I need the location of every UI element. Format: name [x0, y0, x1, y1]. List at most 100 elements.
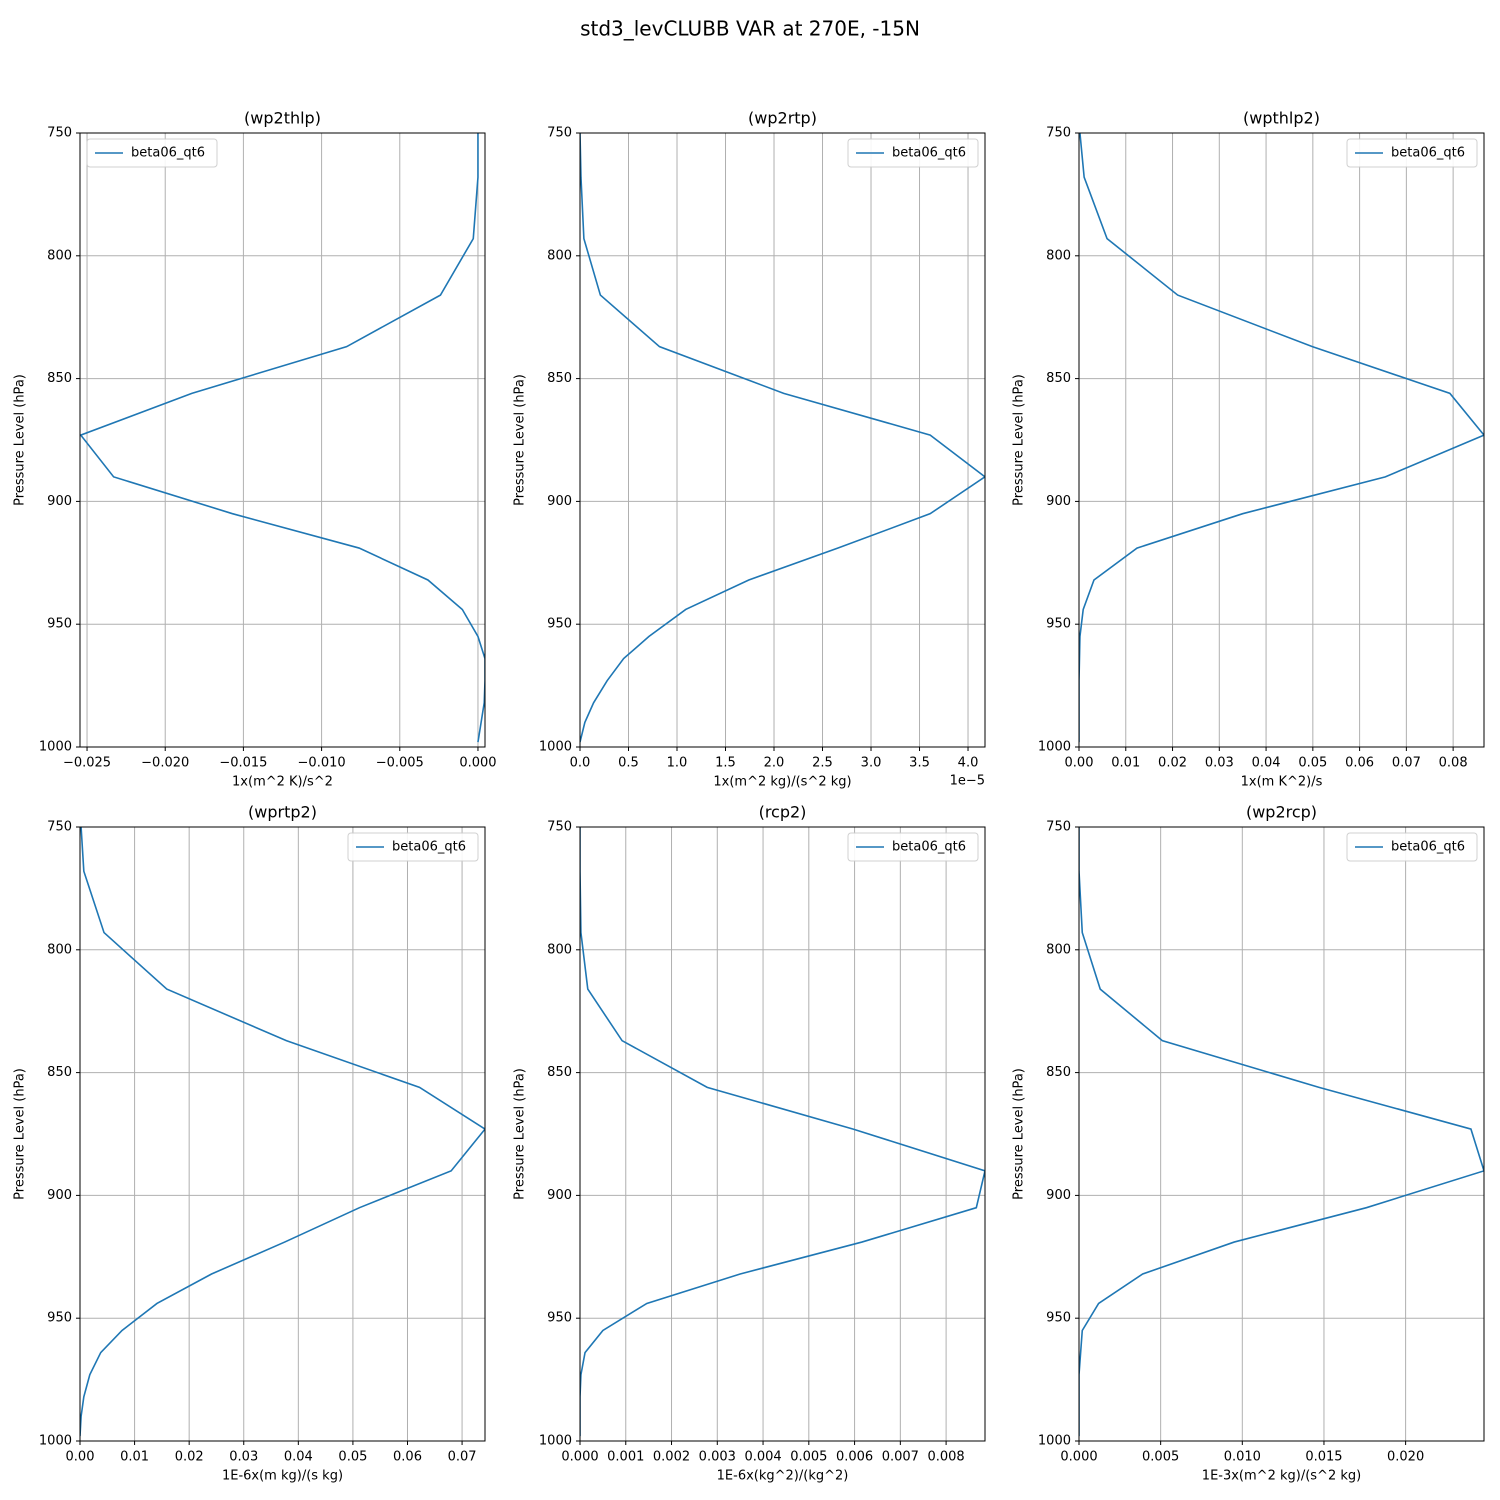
x-tick-label: 0.000 — [459, 756, 496, 771]
x-tick-label: 0.04 — [1252, 756, 1281, 771]
y-tick-label: 950 — [47, 617, 72, 632]
x-tick-label: 0.07 — [1392, 756, 1421, 771]
subplot-title: (rcp2) — [759, 803, 807, 822]
y-tick-label: 900 — [547, 494, 572, 509]
legend-label: beta06_qt6 — [892, 146, 966, 161]
y-tick-label: 750 — [547, 820, 572, 835]
y-axis-label: Pressure Level (hPa) — [513, 1068, 528, 1200]
x-tick-label: 0.003 — [699, 1450, 736, 1465]
y-tick-label: 750 — [1046, 820, 1071, 835]
x-tick-label: 3.0 — [861, 756, 882, 771]
y-tick-label: 950 — [1046, 1311, 1071, 1326]
subplot-title: (wprtp2) — [248, 803, 317, 822]
x-axis-label: 1x(m K^2)/s — [1241, 775, 1323, 790]
y-tick-label: 1000 — [39, 1434, 72, 1449]
x-tick-label: 0.005 — [1142, 1450, 1179, 1465]
x-tick-label: 0.04 — [284, 1450, 313, 1465]
subplot: 0.000 0.001 0.002 0.003 0.004 0.005 0.006 0.007… — [513, 803, 986, 1484]
y-axis-label: Pressure Level (hPa) — [513, 374, 528, 506]
x-axis-label: 1E-3x(m^2 kg)/(s^2 kg) — [1202, 1469, 1361, 1484]
y-tick-label: 800 — [547, 248, 572, 263]
y-tick-label: 950 — [1046, 617, 1071, 632]
x-tick-label: 0.03 — [1205, 756, 1234, 771]
x-tick-label: 0.00 — [66, 1450, 95, 1465]
y-tick-label: 1000 — [539, 1434, 572, 1449]
y-tick-label: 950 — [47, 1311, 72, 1326]
x-tick-label: 0.010 — [1224, 1450, 1261, 1465]
x-tick-label: 2.5 — [812, 756, 833, 771]
subplot: 0.000 0.005 0.010 0.015 0.020 750 800 850 900 950… — [1012, 803, 1485, 1484]
subplot-title: (wpthlp2) — [1243, 109, 1320, 128]
subplot: 0.0 0.5 1.0 1.5 2.0 2.5 3.0 3.5 4.0 750 800 850 900 9… — [513, 109, 986, 790]
x-tick-label: 0.006 — [836, 1450, 873, 1465]
x-tick-label: 0.06 — [1345, 756, 1374, 771]
x-axis-label: 1x(m^2 K)/s^2 — [232, 775, 333, 790]
y-tick-label: 900 — [1046, 1188, 1071, 1203]
data-line — [580, 133, 985, 743]
y-tick-label: 750 — [1046, 126, 1071, 141]
x-tick-label: 0.06 — [393, 1450, 422, 1465]
axes-frame — [1078, 826, 1485, 1442]
subplot: −0.025 −0.020 −0.015 −0.010 −0.005 0.000 750 80… — [13, 109, 497, 790]
x-tick-label: 1.0 — [667, 756, 688, 771]
y-axis-label: Pressure Level (hPa) — [13, 1068, 28, 1200]
data-line — [580, 827, 985, 1437]
x-tick-label: 3.5 — [909, 756, 930, 771]
data-line — [1079, 827, 1484, 1437]
x-tick-label: 0.00 — [1065, 756, 1094, 771]
legend-label: beta06_qt6 — [1391, 146, 1465, 161]
y-axis-label: Pressure Level (hPa) — [1012, 1068, 1027, 1200]
y-axis-label: Pressure Level (hPa) — [1012, 374, 1027, 506]
y-tick-label: 900 — [1046, 494, 1071, 509]
data-line — [80, 133, 485, 743]
data-line — [80, 827, 485, 1437]
y-tick-label: 1000 — [1038, 740, 1071, 755]
y-tick-label: 900 — [47, 494, 72, 509]
x-tick-label: 0.05 — [338, 1450, 367, 1465]
y-tick-label: 850 — [47, 371, 72, 386]
x-tick-label: 0.02 — [1158, 756, 1187, 771]
legend-box — [847, 832, 979, 862]
x-axis-label: 1E-6x(m kg)/(s kg) — [222, 1469, 343, 1484]
y-tick-label: 950 — [547, 617, 572, 632]
x-axis-label: 1E-6x(kg^2)/(kg^2) — [717, 1469, 849, 1484]
x-tick-label: −0.005 — [376, 756, 424, 771]
y-tick-label: 750 — [547, 126, 572, 141]
x-tick-label: 0.000 — [561, 1450, 598, 1465]
axes-frame — [579, 826, 986, 1442]
axes-frame — [579, 132, 986, 748]
x-tick-label: 1.5 — [715, 756, 736, 771]
x-offset-label: 1e−5 — [950, 774, 985, 789]
y-tick-label: 900 — [47, 1188, 72, 1203]
x-tick-label: −0.020 — [141, 756, 189, 771]
x-tick-label: 0.03 — [229, 1450, 258, 1465]
x-tick-label: 0.05 — [1298, 756, 1327, 771]
legend-box — [86, 138, 218, 168]
subplot: 0.00 0.01 0.02 0.03 0.04 0.05 0.06 0.07 0.08 750 8… — [1012, 109, 1485, 790]
subplot-title: (wp2rtp) — [748, 109, 817, 128]
legend-label: beta06_qt6 — [131, 146, 205, 161]
y-tick-label: 800 — [1046, 248, 1071, 263]
y-tick-label: 800 — [47, 942, 72, 957]
figure-title: std3_levCLUBB VAR at 270E, -15N — [580, 17, 920, 41]
x-tick-label: −0.025 — [63, 756, 111, 771]
axes-frame — [79, 826, 486, 1442]
x-tick-label: 0.001 — [607, 1450, 644, 1465]
axes-frame — [79, 132, 486, 748]
axes-frame — [1078, 132, 1485, 748]
x-tick-label: 0.02 — [175, 1450, 204, 1465]
x-tick-label: 0.002 — [653, 1450, 690, 1465]
legend-box — [347, 832, 479, 862]
legend-box — [847, 138, 979, 168]
x-tick-label: 0.01 — [1111, 756, 1140, 771]
legend-label: beta06_qt6 — [392, 840, 466, 855]
x-tick-label: 0.015 — [1305, 1450, 1342, 1465]
y-tick-label: 850 — [547, 371, 572, 386]
x-tick-label: 0.01 — [120, 1450, 149, 1465]
legend-box — [1346, 138, 1478, 168]
x-tick-label: 4.0 — [958, 756, 979, 771]
x-tick-label: 0.0 — [570, 756, 591, 771]
x-tick-label: 0.08 — [1439, 756, 1468, 771]
data-line — [1079, 133, 1484, 743]
y-tick-label: 900 — [547, 1188, 572, 1203]
